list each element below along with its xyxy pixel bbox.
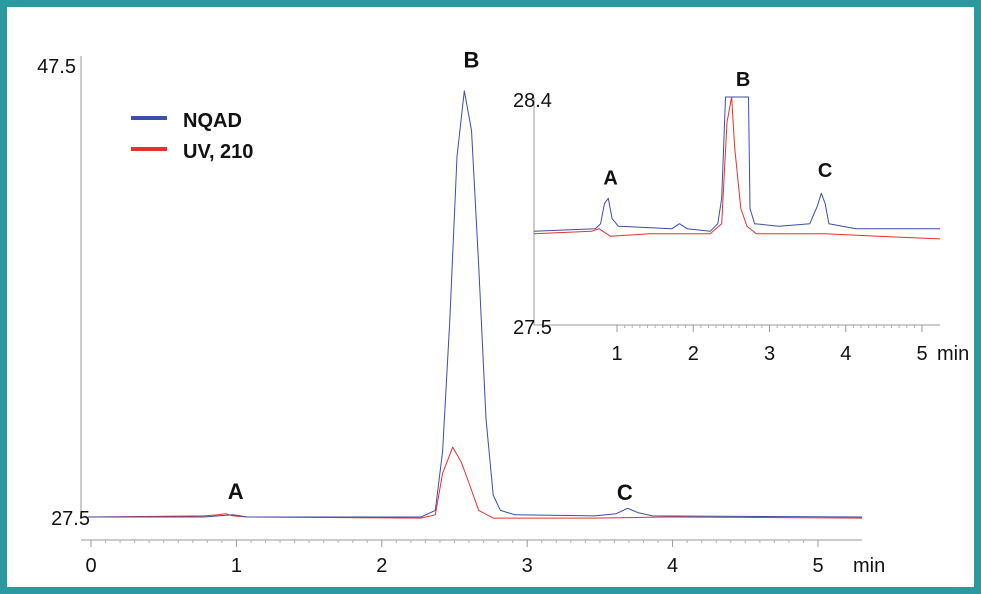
inset-tick-labels: 1 2 3 4 5 [611,343,927,365]
main-y-tick-bottom: 27.5 [51,508,90,530]
main-x-axis-label: min [853,555,885,577]
main-peak-label-a: A [228,479,244,504]
main-x-tick-label: 1 [231,555,242,577]
main-tick-labels: 0 1 2 3 4 5 [85,555,823,577]
main-x-tick-label: 5 [812,555,823,577]
inset-x-tick-label: 4 [840,343,851,365]
inset-x-tick-label: 5 [916,343,927,365]
main-peak-labels: A B C [228,47,633,505]
inset-peak-label-a: A [603,168,617,190]
inset-series-uv-210 [533,96,941,240]
inset-x-ticks [616,325,923,332]
inset-x-axis-label: min [937,343,969,365]
legend-label-uv: UV, 210 [183,141,253,163]
main-peak-label-b: B [464,47,480,72]
inset-y-tick-top: 28.4 [513,90,552,112]
main-x-tick-label: 0 [85,555,96,577]
main-plot: 0 1 2 3 4 5 A B C 47.5 27.5 min NQAD UV, 210 [37,47,885,577]
main-series-uv-210 [88,446,863,519]
main-x-tick-label: 3 [522,555,533,577]
inset-x-tick-label: 1 [611,343,622,365]
inset-x-tick-label: 3 [764,343,775,365]
inset-series-lines [533,96,941,240]
main-series-nqad [88,90,863,518]
main-peak-label-c: C [617,480,633,505]
main-x-tick-label: 4 [667,555,678,577]
main-y-tick-top: 47.5 [37,56,76,78]
main-series-lines [88,90,863,519]
inset-peak-labels: A B C [603,69,832,190]
inset-plot: 1 2 3 4 5 A B C 28.4 27.5 min [513,69,969,365]
main-x-tick-label: 2 [376,555,387,577]
legend-label-nqad: NQAD [183,110,242,132]
inset-peak-label-b: B [736,69,750,91]
inset-peak-label-c: C [818,160,832,182]
legend: NQAD UV, 210 [131,110,253,163]
main-x-ticks [90,540,819,547]
inset-x-tick-label: 2 [688,343,699,365]
inset-series-nqad [533,96,940,232]
inset-y-tick-bottom: 27.5 [513,317,552,339]
